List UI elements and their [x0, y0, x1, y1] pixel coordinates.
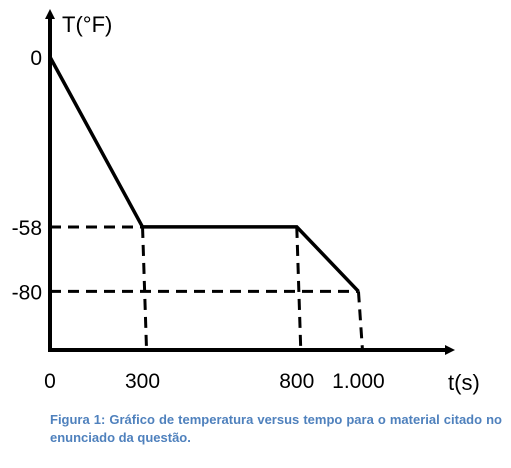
x-tick-label: 300 — [125, 370, 160, 393]
guide-vertical-3 — [356, 291, 364, 351]
x-axis-label: t(s) — [448, 370, 480, 395]
y-tick-label: -58 — [12, 217, 42, 240]
x-tick-label: 1.000 — [332, 370, 385, 393]
guide-vertical-1 — [141, 226, 149, 351]
dashed-guides — [50, 225, 364, 351]
x-tick-labels: 0 300 800 1.000 — [44, 370, 385, 393]
y-tick-label: -80 — [12, 281, 42, 304]
guide-vertical-2 — [295, 226, 303, 351]
figure-caption: Figura 1: Gráfico de temperatura versus … — [50, 412, 502, 445]
temperature-time-chart: T(°F) t(s) 0 300 800 1.000 0 -58 -80 — [12, 9, 480, 395]
y-tick-label: 0 — [30, 47, 42, 70]
x-tick-label: 800 — [279, 370, 314, 393]
x-tick-label: 0 — [44, 370, 56, 393]
y-tick-labels: 0 -58 -80 — [12, 47, 42, 304]
temperature-series-line — [48, 56, 360, 293]
y-axis-label: T(°F) — [62, 12, 112, 37]
